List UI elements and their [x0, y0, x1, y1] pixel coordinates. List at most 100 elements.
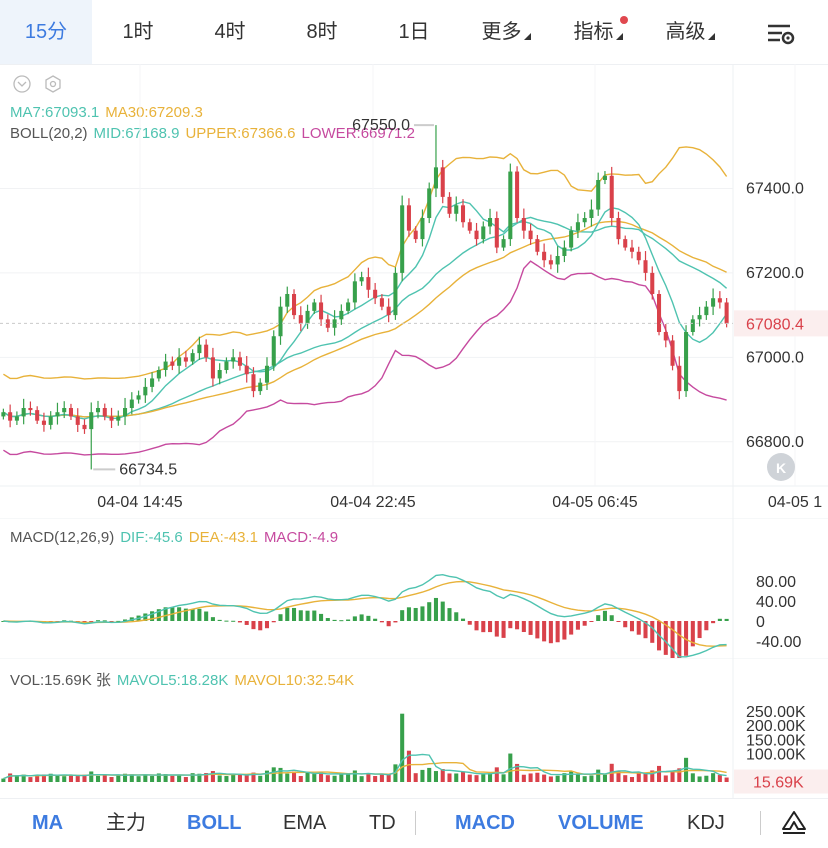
scroll-latest-glyph: K [776, 460, 786, 476]
macd-bar [542, 621, 547, 642]
macd-bar [123, 619, 128, 621]
macd-chart[interactable]: 80.00 40.00 0 -40.00 [0, 518, 828, 658]
collapse-icon[interactable] [13, 75, 31, 93]
macd-bar [501, 621, 506, 638]
volume-bar [596, 769, 601, 782]
y-tick-label: 67200.0 [746, 265, 804, 282]
macd-bar [562, 621, 567, 640]
macd-bar [555, 621, 560, 643]
macd-bar [264, 621, 270, 629]
macd-bar [204, 611, 209, 621]
boll-mid-line [3, 216, 728, 418]
volume-bar [535, 772, 540, 782]
macd-bar [629, 621, 635, 632]
volume-bar [373, 776, 378, 782]
candle-body [447, 196, 452, 214]
volume-bar [95, 775, 101, 782]
volume-bar [68, 775, 73, 782]
current-volume-tag [734, 769, 828, 794]
volume-bar [663, 775, 668, 782]
tab-advanced[interactable]: 高级 [644, 0, 736, 64]
indicator-volume[interactable]: VOLUME [558, 812, 644, 834]
candlestick-chart[interactable]: 67400.0 67200.0 67000.0 66800.0 04-04 14:45 0… [0, 64, 828, 518]
settings-icon[interactable] [45, 75, 61, 93]
volume-bar [427, 767, 432, 782]
macd-bar [116, 620, 121, 622]
candle-body [89, 412, 94, 430]
volume-bar [454, 773, 459, 782]
macd-bar [89, 621, 94, 623]
macd-bar [62, 620, 67, 622]
tab-15m[interactable]: 15分 [0, 0, 92, 64]
candle-body [481, 226, 486, 240]
volume-bar [447, 773, 452, 782]
volume-bar [298, 776, 303, 782]
macd-bar [663, 621, 668, 655]
macd-bar [427, 602, 432, 621]
macd-bar [535, 621, 540, 639]
dropdown-triangle-icon [707, 33, 715, 40]
candle-body [136, 395, 141, 400]
candle-body [440, 167, 445, 197]
macd-bar [177, 607, 182, 621]
candle-body [210, 357, 215, 379]
macd-bar [278, 614, 283, 621]
legend-upper: UPPER:67366.6 [185, 125, 296, 142]
candle-body [170, 361, 175, 366]
tab-1d[interactable]: 1日 [368, 0, 460, 64]
candle-body [636, 251, 641, 261]
candle-body [156, 370, 161, 379]
macd-bar [393, 621, 398, 623]
chart-settings-icon[interactable] [762, 18, 798, 48]
macd-y-tick: -40.00 [756, 634, 801, 651]
macd-bar [488, 621, 493, 633]
candle-body [224, 361, 229, 370]
candle-body [305, 310, 310, 324]
y-tick-label: 67000.0 [746, 349, 804, 366]
ma30-line [3, 220, 727, 418]
candle-body [690, 319, 695, 332]
candle-body [319, 302, 324, 320]
volume-bar [183, 777, 188, 782]
tab-4h[interactable]: 4时 [184, 0, 276, 64]
tab-1h[interactable]: 1时 [92, 0, 184, 64]
volume-bar [271, 767, 276, 782]
macd-bar [711, 621, 716, 624]
candle-body [684, 332, 689, 392]
volume-bar [724, 777, 729, 782]
macd-bar [346, 619, 351, 621]
indicator-ma[interactable]: MA [32, 812, 64, 834]
volume-bar [589, 775, 594, 782]
indicator-macd[interactable]: MACD [455, 812, 515, 834]
volume-bar [602, 774, 607, 782]
vol-legend: VOL:15.69K 张 MAVOL5:18.28K MAVOL10:32.54K [10, 669, 360, 690]
candle-body [237, 357, 242, 366]
volume-bar [420, 769, 425, 782]
tab-8h[interactable]: 8时 [276, 0, 368, 64]
macd-bar [163, 607, 168, 621]
macd-bar [582, 621, 587, 626]
indicator-ema[interactable]: EMA [283, 812, 327, 834]
candle-body [501, 239, 506, 248]
macd-bar [292, 607, 297, 621]
notification-dot-icon [620, 16, 628, 24]
boll-upper-line [3, 146, 728, 380]
indicator-kdj[interactable]: KDJ [687, 812, 725, 834]
tab-label: 4时 [214, 21, 246, 43]
candle-body [400, 205, 405, 273]
tab-indicators[interactable]: 指标 [552, 0, 644, 64]
volume-bar [28, 777, 33, 782]
candle-body [41, 420, 46, 425]
volume-bar [75, 776, 80, 782]
volume-bar [616, 770, 621, 782]
tab-more[interactable]: 更多 [460, 0, 552, 64]
indicator-main-force[interactable]: 主力 [106, 812, 146, 834]
candle-body [75, 416, 80, 425]
volume-bar [542, 774, 547, 782]
indicator-boll[interactable]: BOLL [187, 812, 242, 834]
draw-tool-icon[interactable] [780, 808, 808, 836]
volume-bar [89, 771, 94, 782]
tab-label: 高级 [665, 21, 706, 43]
indicator-td[interactable]: TD [369, 812, 396, 834]
